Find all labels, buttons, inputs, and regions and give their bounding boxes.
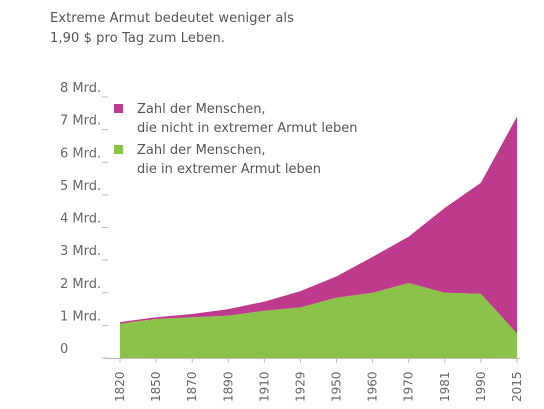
- legend-label: Zahl der Menschen,: [137, 102, 266, 117]
- y-tick-label: 4 Mrd.: [60, 212, 101, 227]
- legend-label: die nicht in extremer Armut leben: [137, 121, 357, 136]
- x-tick-label: 1960: [366, 371, 380, 402]
- chart-subtitle: Extreme Armut bedeutet weniger als 1,90 …: [50, 11, 295, 46]
- chart-areas: [120, 116, 517, 358]
- x-axis: 1820 1850 1870 1890 1910 1929 1950 1960 1970 1981…: [105, 358, 524, 402]
- y-tick-label: 5 Mrd.: [60, 179, 101, 194]
- y-tick-label: 0: [60, 342, 68, 357]
- legend-swatch: [114, 145, 123, 154]
- x-tick-label: 1820: [113, 371, 127, 402]
- x-tick-label: 1990: [474, 371, 488, 402]
- area-series-not-extreme-poverty: [120, 116, 517, 334]
- y-tick-label: 3 Mrd.: [60, 244, 101, 259]
- y-tick-label: 6 Mrd.: [60, 146, 101, 161]
- y-axis: 0 1 Mrd. 2 Mrd. 3 Mrd. 4 Mrd. 5 Mrd. 6 Mrd. 7 M…: [60, 81, 108, 359]
- legend-label: die in extremer Armut leben: [137, 162, 321, 177]
- legend: Zahl der Menschen, die nicht in extremer …: [114, 102, 357, 177]
- y-tick-label: 7 Mrd.: [60, 114, 101, 129]
- x-tick-label: 1950: [330, 371, 344, 402]
- x-tick-label: 1970: [402, 371, 416, 402]
- x-tick-label: 1929: [293, 371, 307, 402]
- x-tick-label: 2015: [510, 371, 524, 402]
- y-tick-label: 8 Mrd.: [60, 81, 101, 96]
- x-tick-label: 1870: [185, 371, 199, 402]
- y-tick-label: 1 Mrd.: [60, 309, 101, 324]
- x-tick-label: 1910: [257, 371, 271, 402]
- legend-swatch: [114, 104, 123, 113]
- x-tick-label: 1890: [221, 371, 235, 402]
- y-tick-label: 2 Mrd.: [60, 277, 101, 292]
- legend-label: Zahl der Menschen,: [137, 143, 266, 158]
- area-series-extreme-poverty: [120, 283, 517, 358]
- x-tick-label: 1981: [438, 371, 452, 402]
- x-tick-label: 1850: [149, 371, 163, 402]
